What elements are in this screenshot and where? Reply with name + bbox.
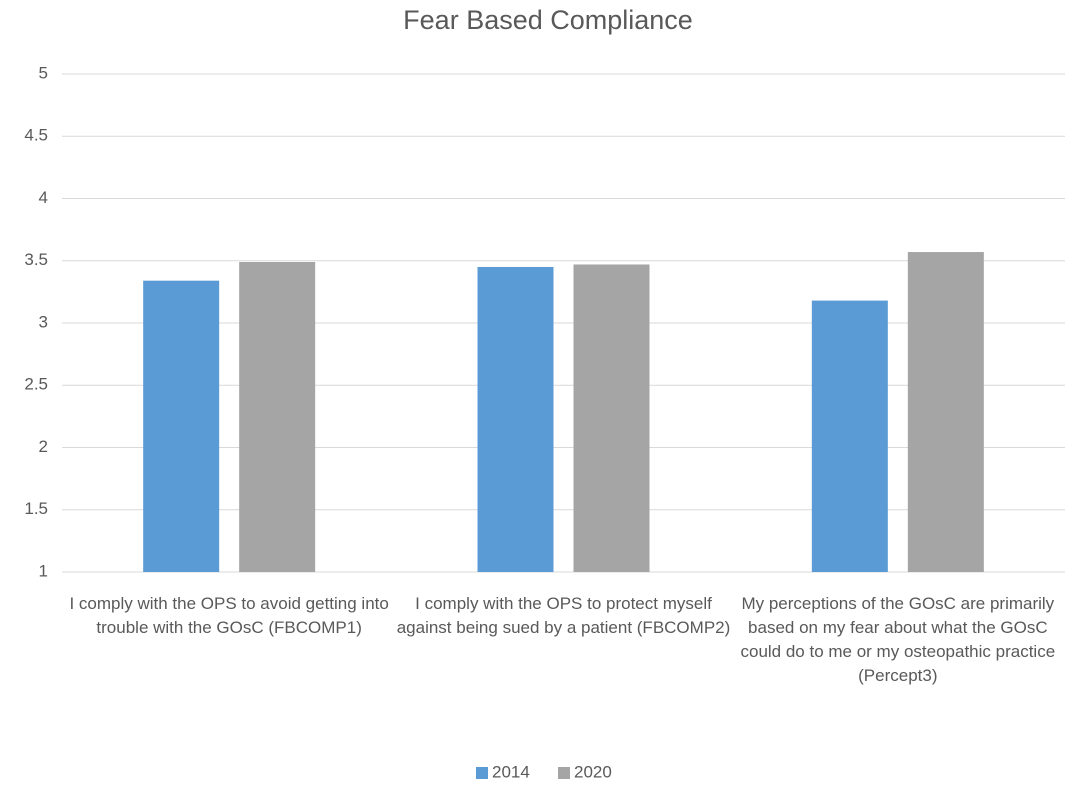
y-tick-label: 1: [39, 561, 48, 580]
bar: [573, 264, 650, 572]
legend-swatch: [476, 767, 488, 779]
y-tick-label: 4.5: [24, 126, 48, 145]
legend-label: 2014: [492, 762, 530, 781]
y-tick-label: 2.5: [24, 375, 48, 394]
bar: [907, 252, 984, 572]
legend-swatch: [558, 767, 570, 779]
y-tick-label: 3.5: [24, 250, 48, 269]
y-tick-label: 3: [39, 312, 48, 331]
y-tick-label: 2: [39, 437, 48, 456]
x-tick-label: My perceptions of the GOsC are primarily…: [740, 594, 1056, 685]
bar: [477, 266, 554, 572]
y-tick-label: 4: [39, 188, 48, 207]
x-tick-label: I comply with the OPS to avoid getting i…: [69, 594, 389, 637]
bar: [811, 300, 888, 572]
legend-label: 2020: [574, 762, 612, 781]
bar: [143, 280, 220, 572]
x-tick-label: I comply with the OPS to protect myself …: [396, 594, 731, 637]
y-tick-label: 1.5: [24, 499, 48, 518]
chart-title: Fear Based Compliance: [403, 5, 693, 35]
y-tick-label: 5: [39, 63, 48, 82]
bar: [239, 261, 316, 572]
